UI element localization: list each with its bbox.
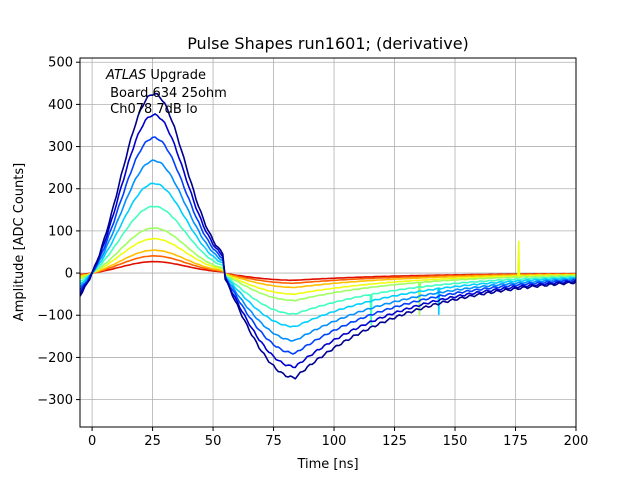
y-tick-label: 400 — [48, 98, 73, 113]
y-tick-label: 100 — [48, 224, 73, 239]
x-tick-label: 100 — [322, 434, 347, 449]
y-axis-label: Amplitude [ADC Counts] — [12, 163, 27, 321]
x-tick-label: 200 — [564, 434, 589, 449]
series-line-pulse-7 — [79, 227, 577, 317]
grid — [80, 58, 577, 427]
annotation-atlas: ATLAS — [105, 68, 146, 83]
series-line-pulse-8 — [79, 237, 577, 296]
series-line-pulse-2 — [79, 113, 577, 369]
series-line-pulse-6 — [79, 205, 577, 326]
x-tick-label: 75 — [265, 434, 282, 449]
x-axis-ticks: 0 25 50 75 100 125 150 175 200 — [88, 427, 588, 449]
y-tick-label: −300 — [37, 393, 73, 408]
annotation: ATLAS Upgrade Board 634 25ohm Ch078 7dB … — [105, 68, 227, 117]
x-tick-label: 25 — [144, 434, 161, 449]
y-axis-ticks: −300 −200 −100 0 100 200 300 400 500 — [37, 56, 80, 408]
y-tick-label: −100 — [37, 309, 73, 324]
x-axis-label: Time [ns] — [296, 457, 358, 472]
y-tick-label: −200 — [37, 351, 73, 366]
annotation-line-1: ATLAS Upgrade — [105, 68, 206, 83]
series-line-pulse-9 — [79, 249, 576, 289]
series-line-pulse-4 — [79, 159, 577, 342]
x-tick-label: 125 — [382, 434, 407, 449]
plot-frame — [79, 57, 577, 428]
x-tick-label: 0 — [88, 434, 96, 449]
x-tick-label: 175 — [503, 434, 528, 449]
y-tick-label: 200 — [48, 182, 73, 197]
chart-title: Pulse Shapes run1601; (derivative) — [187, 34, 469, 53]
series-layer — [79, 92, 577, 380]
annotation-upgrade: Upgrade — [146, 68, 206, 83]
series-line-pulse-5 — [79, 182, 577, 328]
series-line-pulse-1 — [79, 92, 577, 380]
series-line-pulse-3 — [79, 136, 577, 355]
y-tick-label: 300 — [48, 140, 73, 155]
y-tick-label: 500 — [48, 56, 73, 71]
annotation-line-3: Ch078 7dB lo — [106, 102, 198, 117]
x-tick-label: 50 — [205, 434, 222, 449]
y-tick-label: 0 — [65, 267, 73, 282]
x-tick-label: 150 — [443, 434, 468, 449]
annotation-line-2: Board 634 25ohm — [106, 86, 227, 101]
